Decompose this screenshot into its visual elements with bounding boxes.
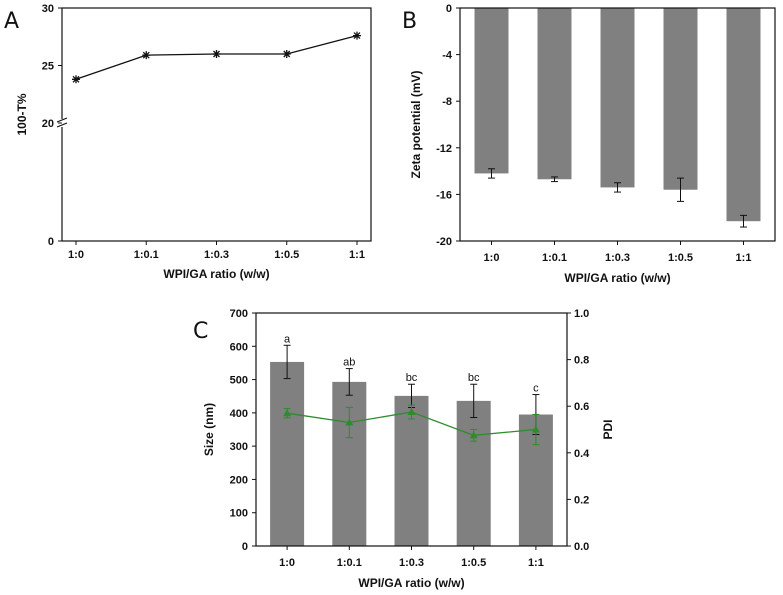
y-tick-label-c-right: 0.2: [574, 494, 589, 506]
x-tick-label-a: 1:0.1: [134, 249, 159, 261]
y-tick-label-c-left: 200: [230, 474, 248, 486]
panel-label-c: C: [193, 319, 208, 344]
y-tick-label-c-left: 0: [242, 541, 248, 553]
bar-size: [270, 361, 305, 546]
bar-b: [726, 8, 761, 222]
x-tick-label-b: 1:1: [736, 252, 752, 264]
y-axis-label-a: 100-T%: [15, 93, 29, 135]
significance-letter: c: [533, 383, 539, 395]
significance-letter: bc: [468, 372, 480, 384]
data-point-a: [282, 50, 291, 58]
significance-letter: a: [284, 333, 291, 345]
y-tick-label-c-right: 0.8: [574, 355, 589, 367]
x-tick-label-c: 1:0.5: [461, 557, 486, 569]
y-tick-label-c-left: 700: [230, 308, 248, 320]
y-tick-label-b: -16: [436, 189, 452, 201]
chart-c: a ab bc bc c 0 100 200 300 400 500 600 700 0.0 0.2 0.4 0…: [202, 308, 615, 590]
data-point-a: [212, 50, 221, 58]
bar-size: [332, 381, 367, 546]
y-axis-label-b: Zeta potential (mV): [409, 70, 423, 178]
data-point-pdi: [469, 431, 478, 439]
data-point-a: [72, 75, 80, 84]
x-axis-label-b: WPI/GA ratio (w/w): [564, 271, 670, 285]
data-point-pdi: [345, 418, 354, 426]
y-tick-label-a: 0: [48, 236, 54, 248]
significance-letter: ab: [343, 357, 355, 369]
x-tick-label-a: 1:0.3: [204, 249, 229, 261]
y-axis-label-c-right: PDI: [601, 419, 615, 439]
axis-break-mark-lower: [56, 122, 68, 128]
x-axis-label-c: WPI/GA ratio (w/w): [358, 576, 464, 590]
x-tick-label-c: 1:1: [528, 557, 544, 569]
significance-letter: bc: [406, 372, 418, 384]
y-tick-label-c-left: 100: [230, 508, 248, 520]
chart-b: 0 -4 -8 -12 -16 -20 1:0 1:0.1 1:0.3 1:0.5 1:1 WPI/G…: [409, 3, 776, 285]
x-tick-label-a: 1:1: [349, 249, 365, 261]
y-tick-label-b: -20: [436, 236, 452, 248]
bar-b: [537, 8, 572, 180]
x-tick-label-b: 1:0: [484, 252, 500, 264]
x-tick-label-b: 1:0.1: [542, 252, 567, 264]
axis-break-mark-upper: [56, 117, 68, 123]
y-tick-label-c-left: 600: [230, 341, 248, 353]
y-tick-label-b: -4: [442, 50, 453, 62]
data-point-pdi: [283, 409, 292, 417]
panel-label-a: A: [4, 9, 19, 34]
y-tick-label-b: 0: [446, 3, 452, 15]
y-tick-label-a: 30: [42, 3, 54, 15]
bar-b: [600, 8, 635, 188]
chart-a: 0 20 25 30 1:0 1:0.1 1:0.3 1:0.5 1:1 WPI/GA ratio…: [15, 3, 372, 281]
y-tick-label-a: 20: [42, 118, 54, 130]
x-tick-label-a: 1:0.5: [274, 249, 299, 261]
bar-b: [474, 8, 509, 174]
y-tick-label-c-left: 500: [230, 375, 248, 387]
y-tick-label-b: -12: [436, 143, 452, 155]
y-tick-label-c-right: 1.0: [574, 308, 589, 320]
bar-b: [663, 8, 698, 190]
y-axis-label-c-left: Size (nm): [202, 403, 216, 456]
plot-frame-a: [61, 7, 372, 242]
x-tick-label-a: 1:0: [68, 249, 84, 261]
bar-size: [394, 395, 429, 546]
x-tick-label-c: 1:0.3: [399, 557, 424, 569]
x-tick-label-c: 1:0: [279, 557, 295, 569]
panel-label-b: B: [402, 9, 417, 34]
y-tick-label-c-left: 300: [230, 441, 248, 453]
y-tick-label-a: 25: [42, 61, 54, 73]
y-tick-label-b: -8: [442, 96, 452, 108]
x-tick-label-b: 1:0.3: [605, 252, 630, 264]
data-point-pdi: [531, 425, 540, 433]
bar-size: [456, 400, 491, 546]
y-tick-label-c-left: 400: [230, 408, 248, 420]
x-tick-label-b: 1:0.5: [668, 252, 693, 264]
data-point-pdi: [407, 408, 416, 416]
y-tick-label-c-right: 0.0: [574, 541, 589, 553]
data-point-a: [353, 31, 361, 40]
x-tick-label-c: 1:0.1: [337, 557, 362, 569]
y-tick-label-c-right: 0.6: [574, 401, 589, 413]
x-axis-label-a: WPI/GA ratio (w/w): [163, 267, 269, 281]
data-point-a: [142, 51, 151, 60]
y-tick-label-c-right: 0.4: [574, 448, 590, 460]
